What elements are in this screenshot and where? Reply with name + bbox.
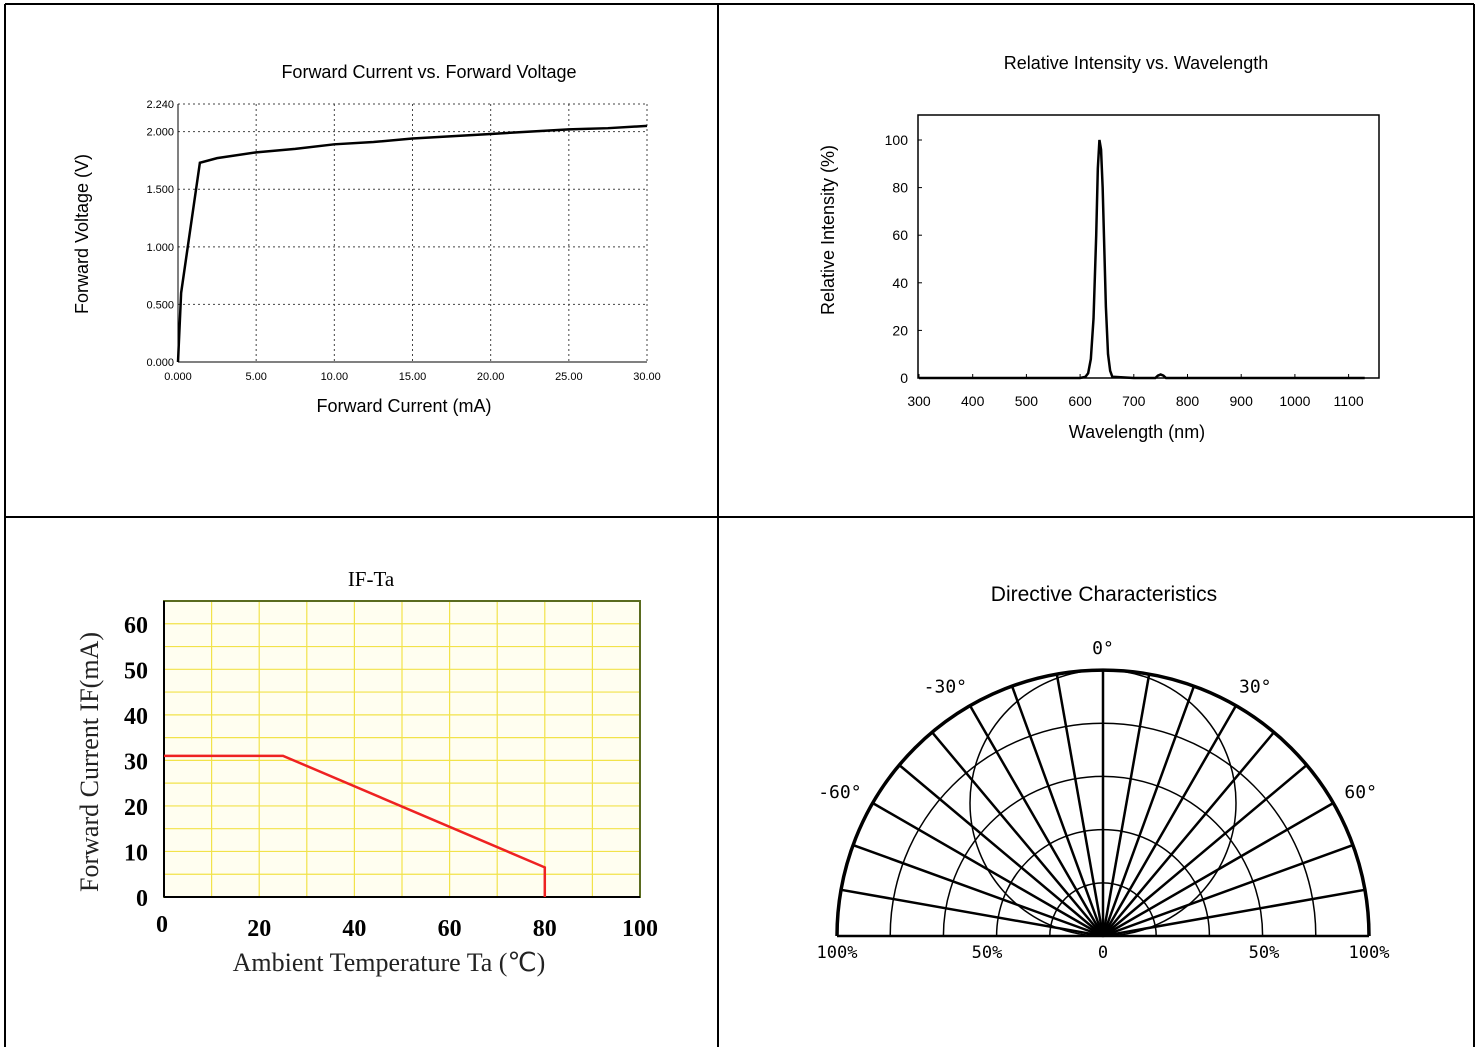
- polar-spoke: [1010, 685, 1105, 937]
- chart-title: Forward Current vs. Forward Voltage: [281, 62, 576, 82]
- angle-label: -60°: [818, 782, 861, 803]
- angle-label: -30°: [924, 677, 967, 698]
- x-tick-label: 60: [438, 916, 462, 942]
- series-line: [164, 754, 547, 897]
- x-tick-label: 1000: [1279, 393, 1310, 409]
- angle-label: 30°: [1239, 677, 1272, 698]
- series-line: [919, 139, 1365, 380]
- polar-spoke: [1102, 731, 1275, 937]
- x-tick-label: 1100: [1334, 393, 1364, 409]
- x-tick-label: 300: [907, 393, 931, 409]
- radial-label: 50%: [972, 943, 1003, 963]
- angle-label: 60°: [1344, 782, 1377, 803]
- series-pattern: [969, 669, 1237, 937]
- polar-spoke: [1102, 843, 1354, 938]
- radial-label: 50%: [1249, 943, 1280, 963]
- x-tick-label: 600: [1068, 393, 1092, 409]
- polar-spoke: [1101, 705, 1238, 937]
- polar-spoke: [968, 705, 1105, 937]
- x-tick-label: 0: [156, 912, 168, 938]
- y-tick-label: 20: [124, 795, 148, 821]
- x-tick-label: 80: [533, 916, 557, 942]
- y-tick-label: 40: [892, 275, 908, 291]
- x-tick-label: 20.00: [477, 371, 505, 383]
- polar-spoke: [1101, 673, 1151, 937]
- polar-spoke: [852, 843, 1104, 938]
- x-tick-label: 30.00: [633, 371, 661, 383]
- y-tick-label: 80: [892, 180, 908, 196]
- x-tick-label: 10.00: [321, 371, 349, 383]
- chart-ifta: IF-Ta Ambient Temperature Ta (℃) Forward…: [0, 0, 718, 1047]
- angle-label: 0°: [1092, 638, 1114, 659]
- polar-spoke: [898, 764, 1104, 937]
- y-axis-label: Forward Current IF(mA): [75, 632, 104, 892]
- x-tick-label: 100: [622, 916, 658, 942]
- polar-spoke: [1102, 764, 1308, 937]
- y-tick-label: 1.500: [146, 184, 174, 196]
- radial-label: 0: [1098, 943, 1108, 963]
- y-tick-label: 40: [124, 704, 148, 730]
- x-axis-label: Forward Current (mA): [316, 396, 491, 416]
- x-tick-label: 900: [1230, 393, 1254, 409]
- radial-label: 100%: [817, 943, 858, 963]
- y-tick-label: 30: [124, 749, 148, 775]
- x-tick-label: 0.000: [164, 371, 192, 383]
- chart-ifta-svg: IF-Ta Ambient Temperature Ta (℃) Forward…: [75, 567, 658, 977]
- radial-label: 100%: [1349, 943, 1390, 963]
- x-axis-label: Wavelength (nm): [1069, 422, 1205, 442]
- x-tick-label: 5.00: [245, 371, 266, 383]
- chart-fv: Forward Current vs. Forward Voltage Forw…: [0, 0, 718, 517]
- chart-title: IF-Ta: [348, 567, 395, 591]
- polar-spoke: [931, 731, 1104, 937]
- y-tick-label: 10: [124, 840, 148, 866]
- x-tick-label: 40: [342, 916, 366, 942]
- y-tick-label: 60: [892, 227, 908, 243]
- x-tick-label: 25.00: [555, 371, 583, 383]
- y-tick-label: 100: [885, 132, 909, 148]
- x-tick-label: 500: [1015, 393, 1039, 409]
- y-tick-label: 0: [900, 370, 908, 386]
- y-tick-label: 0.000: [146, 357, 174, 369]
- x-tick-label: 15.00: [399, 371, 427, 383]
- x-axis-label: Ambient Temperature Ta (℃): [233, 948, 546, 977]
- y-tick-label: 60: [124, 613, 148, 639]
- series-line: [176, 124, 648, 363]
- y-tick-label: 2.240: [146, 99, 174, 111]
- y-tick-label: 0: [136, 886, 148, 912]
- chart-fv-svg: Forward Current vs. Forward Voltage Forw…: [72, 62, 661, 416]
- y-axis-label: Forward Voltage (V): [72, 154, 92, 314]
- y-tick-label: 2.000: [146, 127, 174, 139]
- x-tick-label: 400: [961, 393, 985, 409]
- chart-title: Directive Characteristics: [991, 583, 1217, 606]
- chart-title: Relative Intensity vs. Wavelength: [1004, 53, 1268, 73]
- y-tick-label: 50: [124, 658, 148, 684]
- x-tick-label: 800: [1176, 393, 1200, 409]
- y-axis-label: Relative Intensity (%): [818, 145, 838, 315]
- chart-spectrum-svg: Relative Intensity vs. Wavelength Wavele…: [818, 53, 1380, 442]
- x-tick-label: 700: [1122, 393, 1146, 409]
- y-tick-label: 0.500: [146, 299, 174, 311]
- polar-spoke: [1101, 685, 1196, 937]
- y-tick-label: 1.000: [146, 242, 174, 254]
- polar-spoke: [1055, 673, 1105, 937]
- y-tick-label: 20: [892, 322, 908, 338]
- x-tick-label: 20: [247, 916, 271, 942]
- chart-spectrum: Relative Intensity vs. Wavelength Wavele…: [0, 0, 1478, 517]
